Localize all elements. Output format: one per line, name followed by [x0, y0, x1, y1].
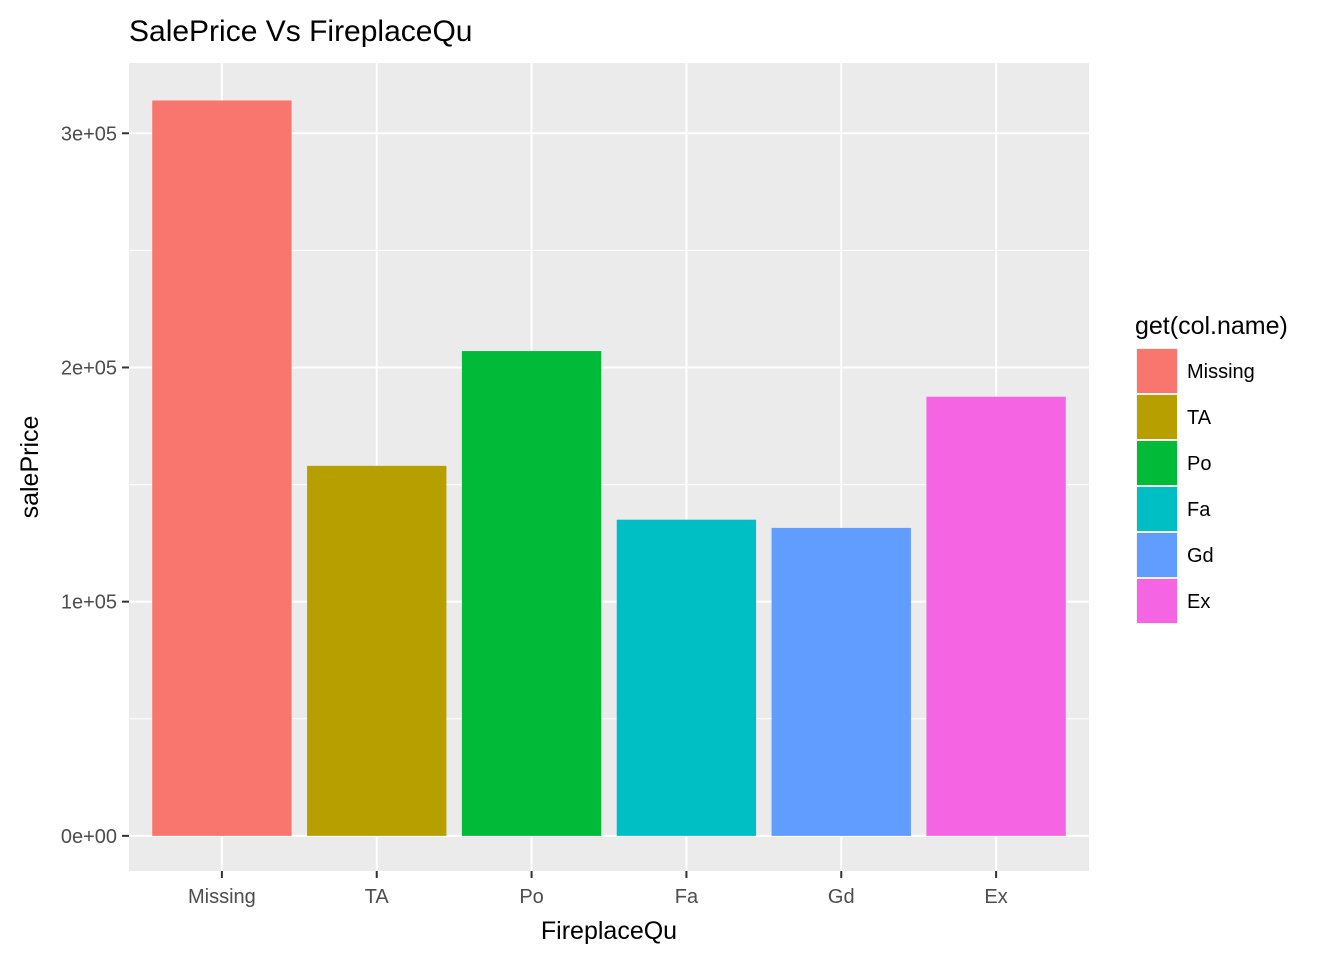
bar-ta: [307, 465, 447, 836]
x-tick-label: Po: [519, 886, 543, 908]
y-tick-label: 2e+05: [61, 357, 117, 379]
bar-fa: [616, 519, 757, 836]
legend-key-ex: [1137, 579, 1177, 623]
legend-label-po: Po: [1187, 453, 1211, 475]
legend-label-gd: Gd: [1187, 545, 1214, 567]
legend-items: Missing TA Po Fa Gd Ex: [1136, 348, 1255, 624]
y-tick-label: 3e+05: [61, 123, 117, 145]
x-tick-label: Ex: [984, 886, 1007, 908]
legend: get(col.name) Missing TA Po Fa Gd Ex: [1135, 312, 1288, 624]
legend-label-fa: Fa: [1187, 499, 1211, 521]
legend-label-missing: Missing: [1187, 361, 1255, 383]
y-axis-title: salePrice: [16, 416, 44, 519]
bar-missing: [152, 100, 292, 836]
legend-key-po: [1137, 441, 1177, 485]
legend-title: get(col.name): [1135, 312, 1288, 340]
y-axis: 0e+00 1e+05 2e+05 3e+05: [61, 123, 129, 848]
x-tick-label: Gd: [828, 886, 855, 908]
legend-label-ex: Ex: [1187, 591, 1210, 613]
x-axis: Missing TA Po Fa Gd Ex: [188, 871, 1008, 908]
x-tick-label: Fa: [675, 886, 699, 908]
x-tick-label: Missing: [188, 886, 256, 908]
x-axis-title: FireplaceQu: [541, 917, 677, 945]
chart-title: SalePrice Vs FireplaceQu: [129, 15, 472, 48]
bar-ex: [926, 396, 1066, 836]
legend-label-ta: TA: [1187, 407, 1212, 429]
y-tick-label: 0e+00: [61, 826, 117, 848]
bar-po: [461, 351, 602, 836]
legend-key-gd: [1137, 533, 1177, 577]
legend-key-missing: [1137, 349, 1177, 393]
bar-gd: [771, 527, 911, 836]
x-tick-label: TA: [365, 886, 390, 908]
bars: [152, 100, 1066, 836]
y-tick-label: 1e+05: [61, 592, 117, 614]
legend-key-fa: [1137, 487, 1177, 531]
legend-key-ta: [1137, 395, 1177, 439]
